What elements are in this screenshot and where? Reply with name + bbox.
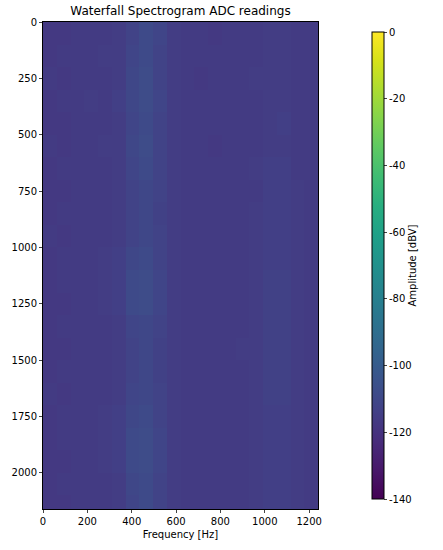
svg-text:-40: -40 [389,160,405,171]
svg-text:800: 800 [211,516,230,527]
svg-text:0: 0 [389,27,395,38]
svg-text:600: 600 [167,516,186,527]
svg-text:-80: -80 [389,293,405,304]
svg-text:500: 500 [18,129,37,140]
svg-text:1000: 1000 [252,516,277,527]
svg-text:1250: 1250 [12,298,37,309]
svg-text:1000: 1000 [12,242,37,253]
svg-text:2000: 2000 [12,467,37,478]
svg-text:200: 200 [78,516,97,527]
svg-text:-100: -100 [389,360,412,371]
svg-text:-140: -140 [389,494,412,505]
svg-text:Frequency [Hz]: Frequency [Hz] [143,529,219,540]
svg-text:Amplitude [dBV]: Amplitude [dBV] [407,224,418,306]
svg-text:400: 400 [122,516,141,527]
svg-text:-60: -60 [389,227,405,238]
svg-text:-120: -120 [389,427,412,438]
svg-text:1500: 1500 [12,355,37,366]
svg-text:-20: -20 [389,93,405,104]
svg-text:1750: 1750 [12,411,37,422]
svg-text:Waterfall Spectrogram ADC read: Waterfall Spectrogram ADC readings [70,4,290,18]
svg-text:1200: 1200 [296,516,321,527]
svg-text:750: 750 [18,186,37,197]
svg-text:0: 0 [40,516,46,527]
svg-text:250: 250 [18,73,37,84]
svg-text:0: 0 [31,17,37,28]
